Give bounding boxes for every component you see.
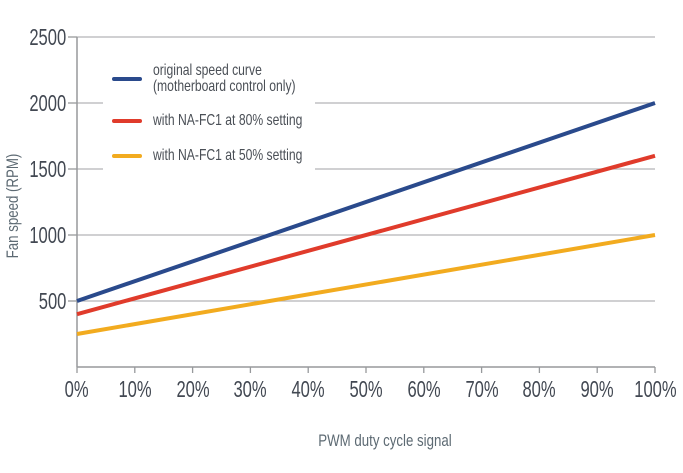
- series-line-1: [76, 101, 656, 303]
- legend-item-original-speed-curve: original speed curve (motherboard contro…: [112, 63, 315, 95]
- y-axis-title: Fan speed (RPM): [3, 153, 22, 259]
- legend-item-nafc1-80: with NA-FC1 at 80% setting: [112, 113, 315, 129]
- legend-swatch-red-line: [112, 119, 142, 123]
- series-line-3: [76, 233, 656, 336]
- legend-label-original-speed-curve: original speed curve (motherboard contro…: [153, 62, 296, 95]
- legend-label-nafc1-50: with NA-FC1 at 50% setting: [153, 147, 303, 164]
- legend: original speed curve (motherboard contro…: [103, 50, 315, 172]
- legend-swatch-blue-line: [112, 77, 142, 81]
- legend-swatch-yellow-line: [112, 154, 142, 158]
- legend-item-nafc1-50: with NA-FC1 at 50% setting: [112, 148, 315, 164]
- x-axis-title: PWM duty cycle signal: [318, 431, 452, 450]
- series-line-2: [76, 153, 656, 317]
- legend-label-nafc1-80: with NA-FC1 at 80% setting: [153, 112, 303, 129]
